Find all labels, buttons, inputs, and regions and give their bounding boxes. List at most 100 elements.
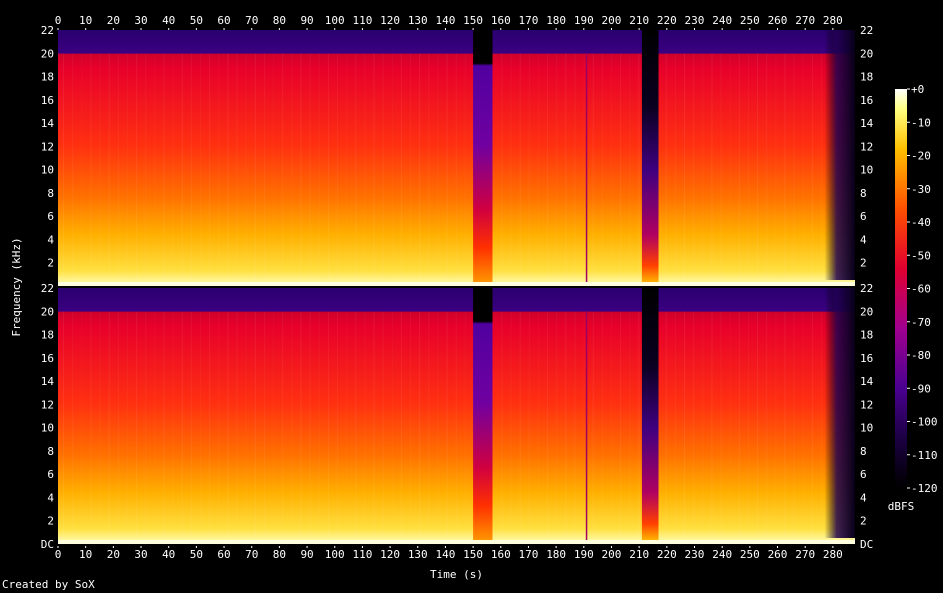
x-tick-label-top: 140 [435, 14, 455, 27]
colorbar-tick-label: -10 [911, 116, 931, 129]
y-tick-label-right: 8 [860, 445, 867, 458]
colorbar: +0 -10 -20 -30 -40 -50 -60 -70 -80 -90 -100 -110 -12… [888, 83, 938, 513]
x-tick-label-top: 10 [79, 14, 92, 27]
x-tick-label-bottom: 70 [245, 548, 258, 561]
y-tick-label-right: 14 [860, 117, 874, 130]
colorbar-label: dBFS [888, 500, 915, 513]
x-tick-label-top: 280 [823, 14, 843, 27]
y-tick-label-left: 2 [47, 515, 54, 528]
y-tick-label-left: 12 [41, 140, 54, 153]
x-tick-label-top: 100 [325, 14, 345, 27]
x-tick-label-top: 0 [55, 14, 62, 27]
x-tick-label-bottom: 190 [574, 548, 594, 561]
colorbar-tick-label: -120 [911, 482, 938, 495]
x-tick-label-bottom: 150 [463, 548, 483, 561]
y-tick-label-left: 6 [47, 468, 54, 481]
x-tick-label-top: 110 [352, 14, 372, 27]
y-axis-label: Frequency (kHz) [10, 237, 23, 336]
x-tick-label-top: 250 [740, 14, 760, 27]
colorbar-tick-label: -30 [911, 183, 931, 196]
x-tick-label-bottom: 90 [300, 548, 313, 561]
y-tick-label-right: 20 [860, 305, 873, 318]
x-tick-label-top: 120 [380, 14, 400, 27]
x-tick-label-bottom: 200 [602, 548, 622, 561]
y-tick-label-left: 8 [47, 445, 54, 458]
y-tick-label-right: 22 [860, 24, 873, 37]
colorbar-tick-label: -40 [911, 216, 931, 229]
x-tick-label-top: 70 [245, 14, 258, 27]
channel-2-spectrogram [58, 288, 855, 544]
x-tick-label-bottom: 20 [107, 548, 120, 561]
y-tick-label-left: 6 [47, 210, 54, 223]
y-tick-label-right: 4 [860, 233, 867, 246]
y-tick-label-right: 16 [860, 352, 873, 365]
colorbar-tick-label: -110 [911, 449, 938, 462]
x-tick-label-bottom: 60 [217, 548, 230, 561]
y-tick-label-left: 20 [41, 305, 54, 318]
colorbar-tick-label: -20 [911, 150, 931, 163]
y-tick-label-left: 22 [41, 282, 54, 295]
colorbar-gradient [895, 89, 907, 488]
dark-gap [641, 288, 659, 544]
x-tick-label-bottom: 240 [712, 548, 732, 561]
x-tick-label-bottom: 80 [273, 548, 286, 561]
y-tick-label-right: 2 [860, 515, 867, 528]
fade-out [824, 30, 855, 280]
x-tick-label-bottom: 260 [768, 548, 788, 561]
x-tick-label-top: 130 [408, 14, 428, 27]
dc-band [58, 540, 855, 544]
colorbar-tick-label: -100 [911, 416, 938, 429]
x-tick-label-top: 190 [574, 14, 594, 27]
y-tick-label-left: 12 [41, 398, 54, 411]
y-tick-label-left: 4 [47, 491, 54, 504]
x-tick-label-top: 260 [768, 14, 788, 27]
x-tick-label-bottom: 220 [657, 548, 677, 561]
y-tick-label-left: 8 [47, 187, 54, 200]
fade-out [824, 288, 855, 538]
x-tick-label-top: 240 [712, 14, 732, 27]
x-tick-label-bottom: 120 [380, 548, 400, 561]
x-tick-label-top: 80 [273, 14, 286, 27]
y-tick-label-left: 20 [41, 47, 54, 60]
x-tick-label-bottom: 30 [134, 548, 147, 561]
colorbar-tick-label: +0 [911, 83, 924, 96]
x-tick-label-top: 170 [519, 14, 539, 27]
y-tick-label-right: 18 [860, 71, 873, 84]
channel-1-spectrogram [58, 30, 855, 286]
x-tick-label-bottom: 210 [629, 548, 649, 561]
x-tick-label-bottom: 100 [325, 548, 345, 561]
x-tick-label-bottom: 50 [190, 548, 203, 561]
y-tick-label-right: 18 [860, 329, 873, 342]
x-tick-label-bottom: 10 [79, 548, 92, 561]
credit-text: Created by SoX [2, 578, 95, 591]
colorbar-tick-label: -60 [911, 283, 931, 296]
y-tick-label-right: 14 [860, 375, 874, 388]
x-tick-label-bottom: 180 [546, 548, 566, 561]
quiet-segment [473, 288, 493, 544]
x-tick-label-bottom: 170 [519, 548, 539, 561]
y-tick-label-left: DC [41, 538, 54, 551]
spectrum-fill [58, 288, 855, 544]
y-tick-label-left: 4 [47, 233, 54, 246]
y-tick-label-right: 2 [860, 257, 867, 270]
x-tick-label-bottom: 40 [162, 548, 175, 561]
y-tick-label-left: 18 [41, 329, 54, 342]
x-axis-label: Time (s) [430, 568, 483, 581]
y-tick-label-right: 12 [860, 140, 873, 153]
dark-gap [641, 30, 659, 286]
x-tick-label-top: 40 [162, 14, 175, 27]
x-tick-label-top: 30 [134, 14, 147, 27]
dc-band [58, 282, 855, 286]
y-tick-label-right: 12 [860, 398, 873, 411]
x-tick-label-top: 90 [300, 14, 313, 27]
y-tick-label-right: 8 [860, 187, 867, 200]
colorbar-tick-label: -50 [911, 249, 931, 262]
y-tick-label-left: 10 [41, 422, 54, 435]
y-tick-label-left: 14 [41, 375, 55, 388]
x-tick-label-bottom: 250 [740, 548, 760, 561]
x-tick-label-top: 60 [217, 14, 230, 27]
y-tick-label-right: 6 [860, 468, 867, 481]
y-tick-label-right: 16 [860, 94, 873, 107]
x-tick-label-bottom: 130 [408, 548, 428, 561]
